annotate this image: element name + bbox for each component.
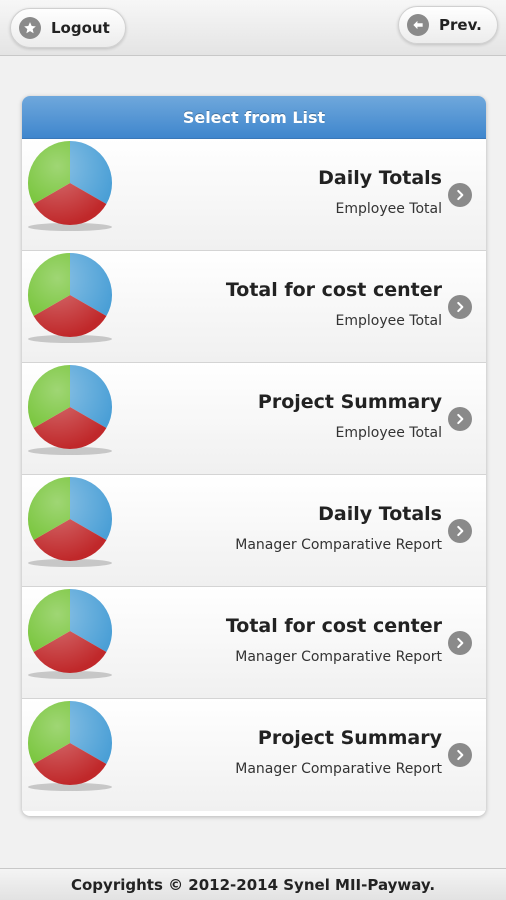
pie-chart-icon <box>26 252 114 345</box>
chevron-right-icon <box>448 183 472 207</box>
pie-chart-icon <box>26 477 114 569</box>
pie-chart-icon <box>26 365 114 457</box>
chevron-right-icon <box>448 743 472 767</box>
item-subtitle: Manager Comparative Report <box>235 537 442 553</box>
item-subtitle: Manager Comparative Report <box>235 761 442 777</box>
item-subtitle: Employee Total <box>335 425 442 441</box>
top-toolbar: Logout Prev. <box>0 0 506 56</box>
chevron-right-icon <box>448 519 472 543</box>
list-item[interactable]: Daily Totals Manager Comparative Report <box>22 475 486 587</box>
back-arrow-icon <box>407 14 429 36</box>
chevron-right-icon <box>448 295 472 319</box>
prev-label: Prev. <box>439 16 482 34</box>
list-item[interactable]: Total for cost center Employee Total <box>22 251 486 363</box>
item-title: Total for cost center <box>225 279 442 301</box>
item-title: Project Summary <box>257 727 442 749</box>
list-item[interactable]: Project Summary Employee Total <box>22 363 486 475</box>
item-title: Daily Totals <box>318 167 442 189</box>
item-title: Total for cost center <box>225 615 442 637</box>
item-title: Project Summary <box>257 391 442 413</box>
item-subtitle: Employee Total <box>335 201 442 217</box>
item-title: Daily Totals <box>318 503 442 525</box>
chevron-right-icon <box>448 631 472 655</box>
star-icon <box>19 17 41 39</box>
prev-button[interactable]: Prev. <box>398 6 498 44</box>
list-header: Select from List <box>22 96 486 139</box>
list-item[interactable]: Daily Totals Employee Total <box>22 139 486 251</box>
pie-chart-icon <box>26 701 114 793</box>
logout-label: Logout <box>51 19 110 37</box>
pie-chart-icon <box>26 140 114 233</box>
report-list: Select from List Daily Totals Employee T… <box>22 96 486 816</box>
item-subtitle: Manager Comparative Report <box>235 649 442 665</box>
list-item[interactable]: Total for cost center Manager Comparativ… <box>22 587 486 699</box>
pie-chart-icon <box>26 589 114 681</box>
list-item[interactable]: Project Summary Manager Comparative Repo… <box>22 699 486 811</box>
footer-copyright: Copyrights © 2012-2014 Synel MII-Payway. <box>0 868 506 900</box>
chevron-right-icon <box>448 407 472 431</box>
item-subtitle: Employee Total <box>335 313 442 329</box>
logout-button[interactable]: Logout <box>10 8 126 48</box>
